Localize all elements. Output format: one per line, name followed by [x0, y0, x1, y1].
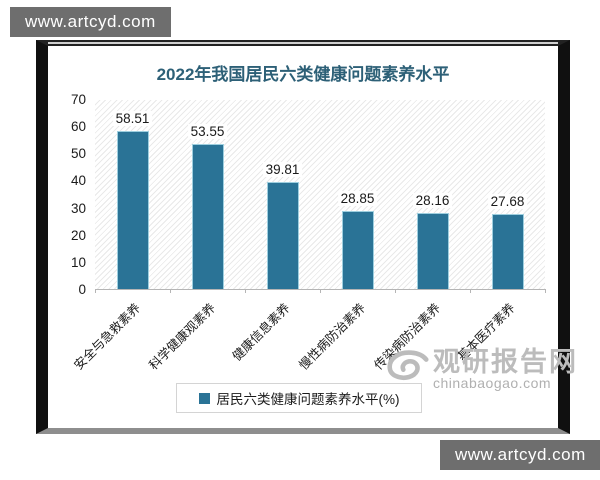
bar-slot: 27.68 — [470, 100, 545, 289]
y-tick-label: 40 — [70, 173, 86, 189]
y-axis: 70 60 50 40 30 20 10 0 — [48, 92, 90, 297]
x-axis-tick — [320, 289, 321, 293]
legend-label: 居民六类健康问题素养水平(%) — [216, 392, 400, 407]
bar-slot: 39.81 — [245, 100, 320, 289]
x-axis-tick — [245, 289, 246, 293]
watermark-bottom-right: www.artcyd.com — [440, 440, 600, 470]
y-tick-label: 50 — [70, 146, 86, 162]
category-label: 安全与急救素养 — [71, 300, 144, 373]
bar-value-label: 58.51 — [112, 111, 153, 127]
bar — [116, 131, 149, 289]
y-tick-label: 30 — [70, 200, 86, 216]
category-label: 慢性病防治素养 — [296, 300, 369, 373]
chart-title: 2022年我国居民六类健康问题素养水平 — [156, 65, 450, 84]
bar — [341, 211, 374, 289]
chart-frame: 2022年我国居民六类健康问题素养水平 70 60 50 40 30 20 10 0 58.5… — [36, 40, 570, 434]
x-axis-tick — [170, 289, 171, 293]
y-tick-label: 0 — [78, 282, 86, 297]
y-tick-label: 10 — [70, 254, 86, 270]
x-axis-tick — [470, 289, 471, 293]
bar-value-label: 28.16 — [412, 192, 453, 208]
chinabaogao-logo-icon — [385, 348, 429, 389]
bar — [191, 144, 224, 289]
watermark-top-left: www.artcyd.com — [10, 7, 171, 37]
bar — [266, 181, 299, 289]
x-axis-tick — [545, 289, 546, 293]
chinabaogao-watermark: 观研报告网 chinabaogao.com — [385, 348, 578, 391]
bar-value-label: 27.68 — [487, 194, 528, 210]
bar — [491, 214, 524, 289]
bar-slot: 28.16 — [395, 100, 470, 289]
category-label: 健康信息素养 — [230, 300, 294, 364]
x-axis-tick — [95, 289, 96, 293]
category-label: 科学健康观素养 — [146, 300, 219, 373]
bar-slot: 58.51 — [95, 100, 170, 289]
y-tick-label: 70 — [70, 92, 86, 107]
bar-value-label: 39.81 — [262, 161, 303, 177]
bar-slot: 53.55 — [170, 100, 245, 289]
legend: 居民六类健康问题素养水平(%) — [176, 383, 422, 413]
bar-value-label: 53.55 — [187, 124, 228, 140]
chinabaogao-site-url: chinabaogao.com — [433, 375, 552, 392]
x-axis-tick — [395, 289, 396, 293]
legend-marker-icon — [198, 392, 210, 404]
bar-slot: 28.85 — [320, 100, 395, 289]
bar-value-label: 28.85 — [337, 191, 378, 207]
y-tick-label: 20 — [70, 227, 86, 243]
y-tick-label: 60 — [70, 119, 86, 135]
plot-area: 58.51 53.55 39.81 28.85 28.16 27.68 — [95, 100, 546, 293]
chinabaogao-site-name: 观研报告网 — [433, 347, 578, 377]
bar — [416, 212, 449, 289]
